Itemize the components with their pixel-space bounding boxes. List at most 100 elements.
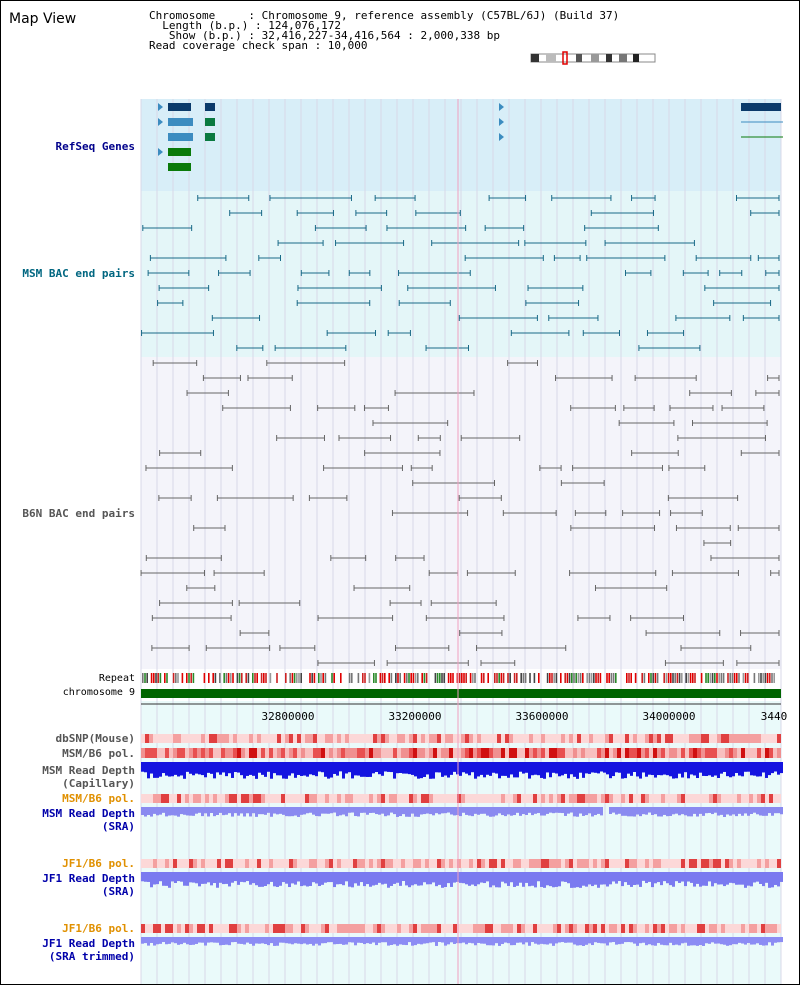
polymorphism-cell bbox=[449, 748, 453, 758]
repeat-element bbox=[357, 673, 360, 683]
read-depth-bar bbox=[774, 762, 777, 772]
read-depth-bar bbox=[513, 762, 516, 778]
polymorphism-cell bbox=[517, 924, 521, 933]
read-depth-bar bbox=[543, 872, 546, 888]
read-depth-bar bbox=[420, 807, 423, 815]
polymorphism-cell bbox=[281, 748, 285, 758]
read-depth-bar bbox=[528, 762, 531, 779]
read-depth-bar bbox=[495, 762, 498, 774]
polymorphism-cell bbox=[633, 924, 637, 933]
polymorphism-cell bbox=[477, 734, 481, 743]
read-depth-bar bbox=[567, 807, 570, 814]
polymorphism-cell bbox=[529, 748, 533, 758]
read-depth-bar bbox=[651, 807, 654, 816]
polymorphism-cell bbox=[757, 794, 761, 803]
read-depth-bar bbox=[546, 937, 549, 945]
read-depth-bar bbox=[453, 937, 456, 944]
read-depth-bar bbox=[285, 937, 288, 944]
read-depth-bar bbox=[489, 937, 492, 946]
polymorphism-cell bbox=[237, 734, 241, 743]
msm-b6-pol-label: MSM/B6 pol. bbox=[62, 747, 135, 760]
polymorphism-cell bbox=[193, 794, 197, 803]
read-depth-bar bbox=[462, 872, 465, 884]
repeat-element bbox=[414, 673, 417, 683]
read-depth-bar bbox=[297, 872, 300, 882]
polymorphism-cell bbox=[757, 859, 761, 868]
repeat-element bbox=[403, 673, 406, 683]
polymorphism-cell bbox=[285, 734, 289, 743]
polymorphism-cell bbox=[341, 924, 345, 933]
read-depth-bar bbox=[249, 807, 252, 817]
polymorphism-cell bbox=[729, 748, 733, 758]
polymorphism-cell bbox=[273, 794, 277, 803]
read-depth-bar bbox=[507, 937, 510, 944]
polymorphism-cell bbox=[425, 794, 429, 803]
read-depth-bar bbox=[654, 807, 657, 815]
polymorphism-cell bbox=[709, 748, 713, 758]
refseq-genes-track[interactable] bbox=[158, 103, 783, 171]
polymorphism-cell bbox=[541, 748, 545, 758]
repeat-element bbox=[313, 673, 316, 683]
read-depth-bar bbox=[309, 807, 312, 813]
polymorphism-cell bbox=[373, 734, 377, 743]
repeat-track[interactable] bbox=[142, 673, 775, 683]
msm-bac-track[interactable] bbox=[141, 195, 780, 351]
polymorphism-cell bbox=[513, 748, 517, 758]
polymorphism-cell bbox=[601, 794, 605, 803]
polymorphism-cell bbox=[485, 794, 489, 803]
polymorphism-cell bbox=[629, 734, 633, 743]
b6n-bac-track[interactable] bbox=[140, 360, 780, 666]
polymorphism-cell bbox=[633, 859, 637, 868]
read-depth-bar bbox=[624, 937, 627, 943]
read-depth-bar bbox=[345, 807, 348, 817]
polymorphism-cell bbox=[301, 734, 305, 743]
read-depth-tracks[interactable] bbox=[141, 762, 783, 946]
polymorphism-cell bbox=[313, 748, 317, 758]
polymorphism-cell bbox=[477, 924, 481, 933]
read-depth-bar bbox=[276, 807, 279, 815]
polymorphism-cell bbox=[617, 794, 621, 803]
repeat-element bbox=[520, 673, 522, 683]
msm-depth-sra-label-1: MSM Read Depth bbox=[42, 807, 135, 820]
read-depth-bar bbox=[210, 872, 213, 886]
read-depth-bar bbox=[390, 872, 393, 886]
polymorphism-cell bbox=[309, 734, 313, 743]
polymorphism-tracks[interactable] bbox=[141, 734, 781, 933]
repeat-element bbox=[595, 673, 597, 683]
ideogram-view-marker bbox=[562, 51, 568, 65]
polymorphism-cell bbox=[273, 748, 277, 758]
read-depth-bar bbox=[696, 807, 699, 817]
read-depth-bar bbox=[330, 937, 333, 943]
read-depth-bar bbox=[159, 937, 162, 944]
repeat-element bbox=[738, 673, 740, 683]
polymorphism-cell bbox=[165, 794, 169, 803]
polymorphism-cell bbox=[225, 794, 229, 803]
read-depth-bar bbox=[267, 872, 270, 885]
read-depth-bar bbox=[636, 937, 639, 946]
polymorphism-cell bbox=[633, 748, 637, 758]
polymorphism-cell bbox=[753, 748, 757, 758]
read-depth-bar bbox=[426, 762, 429, 775]
read-depth-bar bbox=[723, 937, 726, 945]
chromosome-bar[interactable] bbox=[141, 689, 781, 698]
read-depth-bar bbox=[183, 807, 186, 815]
polymorphism-cell bbox=[325, 794, 329, 803]
read-depth-bar bbox=[645, 872, 648, 884]
chromosome-ideogram[interactable] bbox=[530, 51, 656, 65]
read-depth-bar bbox=[183, 937, 186, 943]
polymorphism-cell bbox=[761, 859, 765, 868]
read-depth-bar bbox=[552, 807, 555, 814]
polymorphism-cell bbox=[365, 924, 369, 933]
read-depth-bar bbox=[156, 807, 159, 816]
polymorphism-cell bbox=[741, 794, 745, 803]
read-depth-bar bbox=[756, 807, 759, 815]
read-depth-bar bbox=[300, 807, 303, 815]
polymorphism-cell bbox=[181, 859, 185, 868]
read-depth-bar bbox=[708, 807, 711, 813]
read-depth-bar bbox=[720, 872, 723, 885]
polymorphism-cell bbox=[157, 794, 161, 803]
polymorphism-cell bbox=[313, 794, 317, 803]
polymorphism-cell bbox=[389, 794, 393, 803]
read-depth-bar bbox=[228, 807, 231, 814]
